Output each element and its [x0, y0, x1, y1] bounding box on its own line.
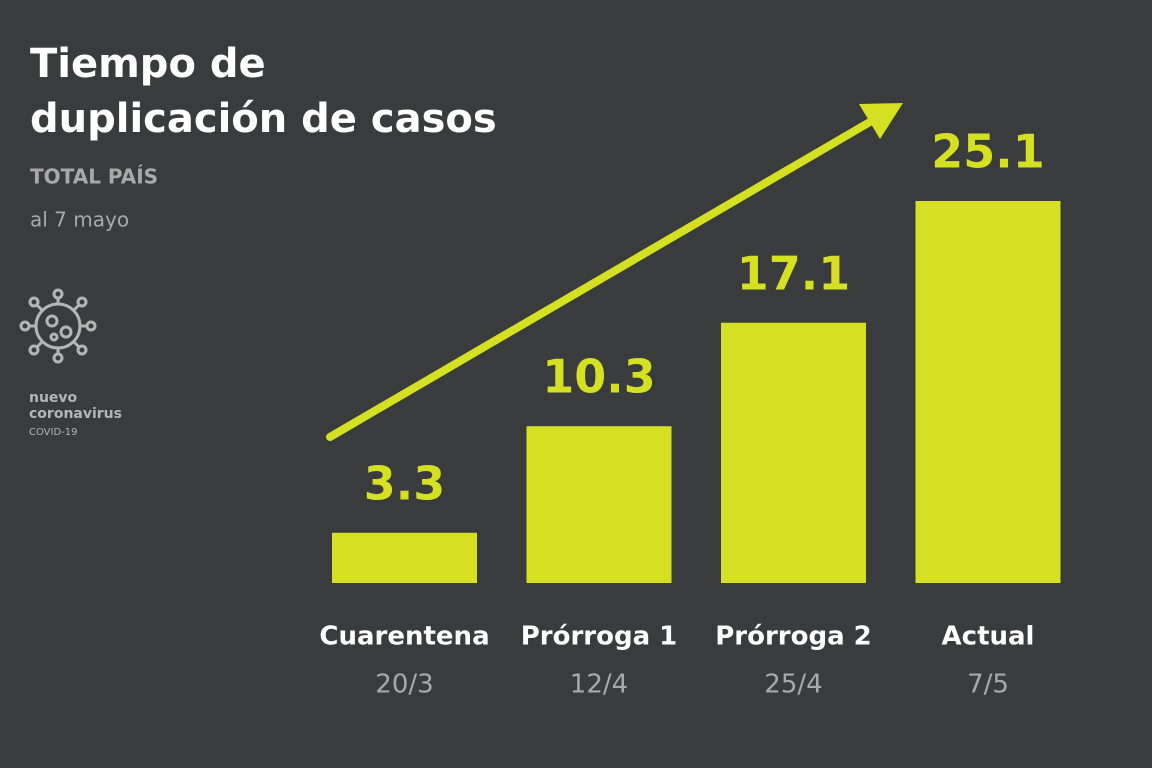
logo-text: coronavirus — [29, 406, 122, 422]
x-tick-label: Prórroga 1 — [521, 622, 678, 652]
x-tick-date: 7/5 — [967, 670, 1009, 700]
chart-title: Tiempo de — [30, 41, 266, 87]
chart-title: duplicación de casos — [30, 96, 497, 142]
bar — [915, 201, 1061, 583]
trend-arrow — [326, 103, 903, 441]
bar — [332, 532, 477, 583]
subtitle: TOTAL PAÍS — [30, 165, 158, 189]
bar — [526, 426, 672, 583]
logo-text: nuevo — [29, 390, 78, 406]
virus-icon — [19, 288, 97, 364]
arrow-head — [859, 103, 903, 139]
arrow-shaft — [326, 115, 879, 441]
x-tick-label: Cuarentena — [319, 622, 489, 652]
value-label: 17.1 — [737, 246, 851, 300]
value-label: 3.3 — [364, 456, 446, 510]
x-tick-label: Actual — [942, 622, 1035, 652]
x-tick-date: 12/4 — [570, 670, 628, 700]
x-tick-date: 25/4 — [764, 670, 822, 700]
value-label: 25.1 — [931, 125, 1045, 179]
bar — [721, 322, 866, 583]
date-note: al 7 mayo — [30, 208, 129, 232]
x-tick-date: 20/3 — [375, 670, 433, 700]
value-label: 10.3 — [542, 350, 656, 404]
x-tick-label: Prórroga 2 — [715, 622, 872, 652]
logo-text: COVID-19 — [29, 427, 78, 438]
